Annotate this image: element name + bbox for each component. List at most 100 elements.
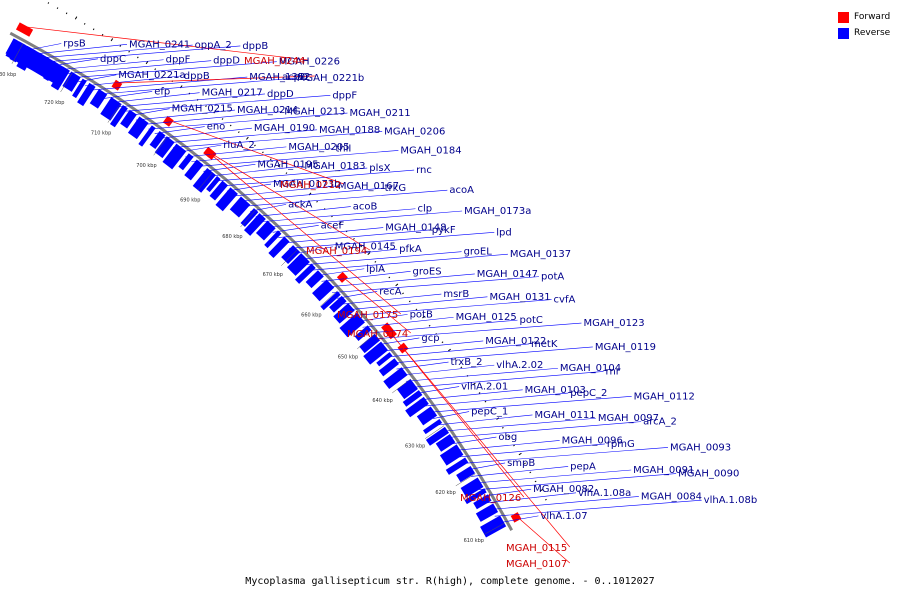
tick-label: 680 kbp xyxy=(222,234,242,240)
reverse-feature xyxy=(127,116,149,140)
scale-tick xyxy=(197,172,213,191)
feature-label: pfkA xyxy=(399,244,422,255)
leader-line xyxy=(331,276,540,293)
reverse-feature xyxy=(178,153,194,171)
leader-line xyxy=(51,58,99,67)
tick-label: 610 kbp xyxy=(464,538,484,544)
reverse-feature xyxy=(339,312,365,338)
leader-line xyxy=(272,224,319,233)
forward-swatch xyxy=(838,11,849,23)
ring-dot xyxy=(92,28,95,31)
reverse-feature xyxy=(383,367,408,390)
leader-line xyxy=(437,414,533,426)
reverse-feature xyxy=(281,245,301,265)
ring-dot xyxy=(101,33,104,36)
ring-dot xyxy=(539,488,543,492)
ring-dot xyxy=(447,348,451,352)
leader-line xyxy=(221,169,415,187)
feature-label: plsX xyxy=(369,163,390,174)
reverse-feature xyxy=(162,143,187,170)
feature-label: MGAH_0167 xyxy=(338,181,399,192)
leader-line xyxy=(419,389,523,401)
leader-line xyxy=(185,146,287,158)
scale-tick xyxy=(357,333,376,350)
reverse-feature xyxy=(72,78,87,99)
leader-line xyxy=(401,364,495,376)
leader-line xyxy=(450,436,497,445)
reverse-feature xyxy=(243,213,266,236)
ring-dot xyxy=(381,268,384,271)
feature-label: MGAH_0213 xyxy=(284,107,345,118)
feature-label: ackA xyxy=(288,199,312,210)
ring-dot xyxy=(229,124,232,127)
feature-label: MGAH_0212 xyxy=(280,180,341,191)
ring-dot xyxy=(501,426,504,429)
feature-label: arcA_2 xyxy=(643,417,677,428)
scale-tick xyxy=(60,72,73,93)
leader-line xyxy=(116,93,266,108)
feature-label: MGAH_0115 xyxy=(506,543,567,554)
forward-feature xyxy=(336,271,348,283)
reverse-feature xyxy=(416,406,438,426)
reverse-feature xyxy=(295,263,316,284)
feature-label: MGAH_0221a xyxy=(118,70,185,81)
legend-forward: Forward xyxy=(838,9,890,25)
leader-line xyxy=(367,319,518,334)
leader-line xyxy=(396,361,449,370)
ring-dot xyxy=(513,444,515,447)
reverse-feature xyxy=(435,434,456,452)
leader-line xyxy=(238,187,383,202)
reverse-swatch xyxy=(838,27,849,39)
ring-dot xyxy=(441,341,444,344)
tick-label: 650 kbp xyxy=(338,355,358,361)
feature-label: MGAH_0148 xyxy=(385,223,446,234)
leader-line xyxy=(498,515,539,524)
ring-dot xyxy=(529,471,532,474)
ring-dot xyxy=(154,68,157,71)
reverse-feature xyxy=(312,279,335,302)
ring-dot xyxy=(128,50,130,53)
reverse-feature xyxy=(305,270,324,289)
reverse-features xyxy=(5,38,507,538)
leader-line xyxy=(123,95,331,112)
tick-label: 720 kbp xyxy=(44,100,64,106)
reverse-feature xyxy=(475,503,499,522)
feature-label: dppD xyxy=(267,89,294,100)
reverse-feature xyxy=(215,187,238,212)
leader-line xyxy=(154,126,205,134)
feature-label: MGAH_0215 xyxy=(172,104,233,115)
reverse-feature xyxy=(264,230,282,249)
feature-label: MGAH_0188 xyxy=(319,125,380,136)
reverse-feature xyxy=(138,125,156,147)
feature-label: smpB xyxy=(507,458,535,469)
ring-dot xyxy=(205,105,207,108)
leader-line xyxy=(97,77,295,95)
feature-label: lpd xyxy=(496,227,511,238)
tick-label: 620 kbp xyxy=(435,490,455,496)
feature-label: pepC_1 xyxy=(471,407,508,418)
leader-line xyxy=(209,165,303,177)
reverse-feature xyxy=(77,82,96,107)
leader-line xyxy=(25,43,62,51)
reverse-feature xyxy=(154,136,175,159)
ring-dot xyxy=(374,261,377,263)
ring-dot xyxy=(408,300,411,303)
feature-label: potB xyxy=(410,309,433,320)
forward-feature xyxy=(510,512,522,523)
scale-ticks: 730 kbp 720 kbp 710 kbp 700 kbp 690 kbp 680 k… xyxy=(0,43,505,544)
feature-label: acpD xyxy=(282,72,308,83)
ring-dot xyxy=(534,480,537,483)
leader-line xyxy=(405,367,558,382)
tick-label: 730 kbp xyxy=(0,72,16,78)
ring-dot xyxy=(428,324,431,327)
leader-line xyxy=(205,149,370,251)
tick-label: 660 kbp xyxy=(301,312,321,318)
reverse-feature xyxy=(405,396,429,418)
feature-label: rnr xyxy=(606,366,621,377)
reverse-feature xyxy=(473,494,492,510)
feature-label: MGAH_0112 xyxy=(634,391,695,402)
leader-line xyxy=(428,395,632,413)
leader-line xyxy=(191,148,334,162)
